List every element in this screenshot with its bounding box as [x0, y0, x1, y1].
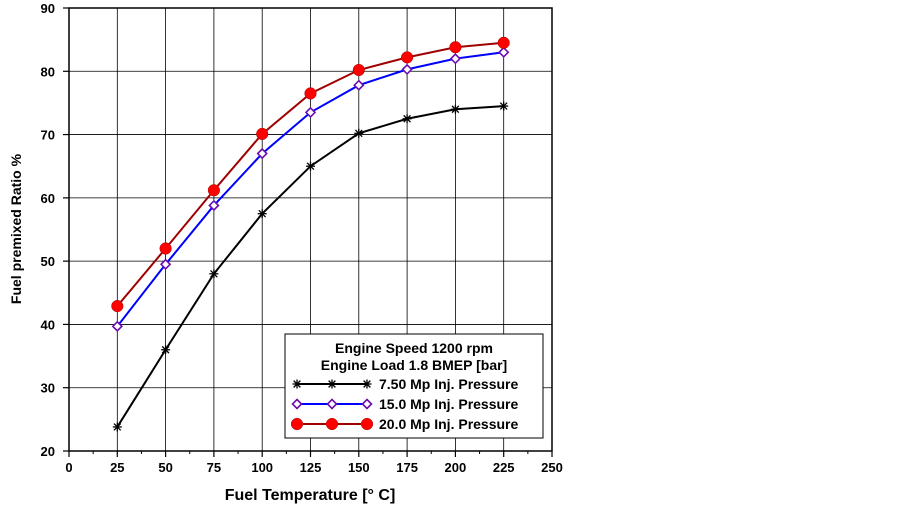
legend: Engine Speed 1200 rpm Engine Load 1.8 BM…: [284, 333, 544, 439]
series-1-point: [306, 161, 315, 171]
x-tick-label: 175: [396, 460, 418, 475]
x-tick-label: 75: [207, 460, 221, 475]
y-tick-label: 70: [41, 128, 55, 143]
y-axis-title: Fuel premixed Ratio %: [8, 153, 24, 304]
series-2-point: [256, 147, 268, 160]
series-2-point: [208, 199, 220, 212]
legend-label-2: 15.0 Mp Inj. Pressure: [379, 396, 518, 412]
legend-marker-1: [327, 379, 337, 389]
legend-marker-2: [326, 398, 338, 410]
x-tick-label: 0: [65, 460, 72, 475]
series-2-point: [159, 258, 172, 270]
series-3-point: [497, 36, 510, 49]
x-tick-label: 250: [541, 460, 563, 475]
y-tick-label: 60: [41, 191, 55, 206]
series-2-point: [353, 79, 365, 91]
series-3-point: [449, 41, 462, 54]
series-3-point: [304, 87, 317, 100]
series-1-point: [402, 114, 412, 124]
legend-marker-3: [325, 417, 339, 431]
series-1-point: [112, 422, 122, 432]
y-tick-label: 80: [41, 64, 55, 79]
x-tick-label: 200: [445, 460, 467, 475]
y-tick-label: 90: [41, 1, 55, 16]
x-tick-label: 50: [158, 460, 172, 475]
series-1-point: [354, 128, 364, 138]
x-axis-title: Fuel Temperature [° C]: [225, 487, 396, 504]
series-2-point: [449, 52, 462, 65]
x-tick-label: 125: [300, 460, 322, 475]
legend-marker-1: [292, 379, 302, 389]
legend-title-line-2: Engine Load 1.8 BMEP [bar]: [321, 357, 507, 373]
series-3-point: [159, 242, 172, 255]
series-3-point: [111, 300, 124, 313]
legend-marker-3: [360, 417, 374, 431]
axes: 0 25 50 75 100 125 150 175 200 225 250 20 30 40 50 60 70…: [41, 1, 563, 475]
x-tick-label: 150: [348, 460, 370, 475]
series-3-point: [256, 127, 269, 140]
series-3-point: [207, 184, 220, 197]
x-tick-label: 25: [110, 460, 124, 475]
x-tick-label: 100: [251, 460, 273, 475]
series-markers: [111, 36, 510, 432]
legend-label-3: 20.0 Mp Inj. Pressure: [379, 416, 518, 432]
series-1-point: [161, 345, 171, 355]
legend-title-line-1: Engine Speed 1200 rpm: [335, 340, 493, 356]
series-1-point: [499, 101, 509, 111]
legend-marker-3: [290, 417, 304, 431]
legend-label-1: 7.50 Mp Inj. Pressure: [379, 376, 518, 392]
series-2-point: [111, 320, 123, 332]
series-2-point: [401, 63, 413, 76]
x-tick-label: 225: [493, 460, 515, 475]
series-1-point: [450, 104, 460, 114]
y-tick-label: 30: [41, 381, 55, 396]
legend-marker-2: [291, 398, 303, 410]
series-1-point: [257, 209, 267, 219]
series-1-point: [209, 269, 219, 279]
y-tick-label: 20: [41, 444, 55, 459]
legend-marker-2: [361, 398, 373, 410]
legend-marker-1: [362, 379, 372, 389]
y-tick-label: 50: [41, 254, 55, 269]
series-3-point: [401, 51, 414, 64]
y-tick-label: 40: [41, 317, 55, 332]
series-2-point: [304, 106, 317, 119]
series-2-point: [498, 46, 510, 58]
series-3-point: [352, 63, 365, 77]
